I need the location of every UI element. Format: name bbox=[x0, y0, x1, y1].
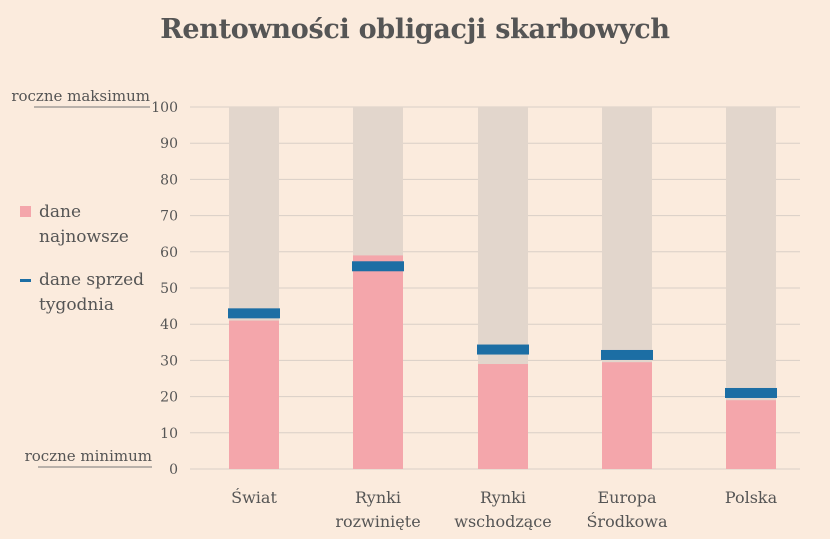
legend-item-prev-week: dane sprzed tygodnia bbox=[20, 268, 154, 318]
y-tick-label: 20 bbox=[160, 390, 178, 406]
chart-title: Rentowności obligacji skarbowych bbox=[160, 14, 670, 45]
bar-latest bbox=[229, 320, 279, 469]
bar-latest bbox=[353, 255, 403, 469]
bar-latest bbox=[602, 362, 652, 469]
y-tick-label: 70 bbox=[160, 209, 178, 225]
y-tick-label: 50 bbox=[160, 281, 178, 297]
legend-swatch-prev-week bbox=[20, 279, 31, 282]
y-top-label: roczne maksimum bbox=[11, 87, 150, 105]
marker-prev-week bbox=[228, 308, 280, 319]
y-tick-label: 90 bbox=[160, 136, 178, 152]
x-category-label: Polska bbox=[725, 488, 778, 507]
y-tick-label: 100 bbox=[151, 100, 178, 116]
x-category-label: rozwinięte bbox=[335, 512, 420, 531]
legend-item-latest: dane najnowsze bbox=[20, 200, 154, 250]
y-tick-label: 0 bbox=[169, 462, 178, 478]
bar-latest bbox=[478, 364, 528, 469]
bar-latest bbox=[726, 400, 776, 469]
y-tick-label: 30 bbox=[160, 353, 178, 369]
marker-prev-week bbox=[477, 344, 529, 355]
marker-prev-week bbox=[725, 387, 777, 398]
y-bottom-label: roczne minimum bbox=[25, 447, 152, 465]
legend-label-latest: dane najnowsze bbox=[39, 202, 129, 247]
y-tick-label: 40 bbox=[160, 317, 178, 333]
x-category-label: Rynki bbox=[355, 488, 401, 507]
marker-prev-week bbox=[352, 261, 404, 272]
x-category-label: Środkowa bbox=[586, 511, 668, 531]
x-category-label: Rynki bbox=[480, 488, 526, 507]
y-tick-label: 80 bbox=[160, 172, 178, 188]
x-category-label: Świat bbox=[231, 487, 277, 507]
y-tick-label: 60 bbox=[160, 245, 178, 261]
y-tick-label: 10 bbox=[160, 426, 178, 442]
marker-prev-week bbox=[601, 349, 653, 360]
legend-swatch-latest bbox=[20, 206, 31, 217]
x-category-label: wschodzące bbox=[454, 512, 551, 531]
legend: dane najnowsze dane sprzed tygodnia bbox=[20, 200, 154, 336]
legend-label-prev-week: dane sprzed tygodnia bbox=[39, 270, 145, 315]
x-category-label: Europa bbox=[597, 488, 657, 507]
